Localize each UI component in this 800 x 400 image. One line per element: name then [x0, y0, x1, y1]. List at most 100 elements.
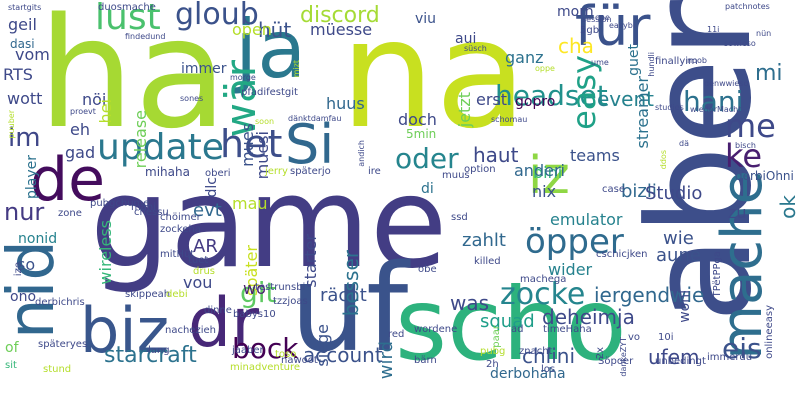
word-122: zockeha [160, 224, 201, 235]
word-97: dasi [10, 37, 35, 51]
word-29: eis [722, 332, 762, 365]
word-127: oberi [205, 168, 231, 179]
word-145: 10i [658, 332, 674, 343]
word-164: tuet [188, 255, 209, 266]
word-133: case [602, 184, 625, 195]
word-77: streamer [633, 76, 652, 149]
word-159: toso [275, 349, 297, 360]
word-176: sones [180, 94, 204, 103]
word-119: nachezieh [165, 325, 216, 336]
word-169: startgits [8, 3, 42, 12]
word-154: pubg [480, 346, 506, 357]
word-120: skippeah [125, 289, 171, 300]
word-14: Si [285, 113, 335, 176]
word-76: jetzt [455, 92, 474, 128]
word-53: derbohaha [490, 366, 566, 382]
word-192: süsch [464, 44, 487, 53]
word-138: machega [520, 274, 567, 285]
word-128: jerry [265, 166, 288, 177]
word-41: cha [558, 34, 594, 58]
word-68: anderi [514, 161, 565, 180]
word-113: stund [43, 364, 72, 375]
word-147: immerdu [707, 352, 753, 363]
word-27: me [725, 107, 776, 145]
word-24: headset [495, 79, 608, 112]
word-65: evt [193, 200, 222, 221]
word-10: biz [80, 294, 170, 367]
word-142: wordene [414, 324, 458, 335]
word-186: studies [655, 103, 684, 112]
word-124: chessu [134, 207, 169, 218]
word-110: derbiOhni [735, 169, 794, 183]
word-52: chlini [522, 344, 576, 368]
word-78: erst [476, 90, 508, 109]
word-61: wird [376, 341, 397, 380]
word-45: iergendwie [594, 283, 705, 307]
word-86: viu [415, 11, 437, 27]
word-172: morge [230, 73, 256, 82]
word-170: duosmache [98, 2, 156, 13]
word-111: finallyim [655, 56, 698, 67]
word-69: nix [532, 182, 557, 201]
word-158: jaaber [232, 345, 264, 356]
word-72: zu [728, 203, 747, 222]
word-125: mani [131, 202, 156, 213]
word-31: im [8, 123, 41, 153]
word-30: hani [683, 85, 744, 118]
word-89: open [232, 20, 272, 39]
word-6: scho [395, 266, 627, 383]
word-5: uf [290, 240, 409, 379]
word-185: bisch [735, 141, 756, 150]
word-54: zahlt [462, 230, 506, 251]
word-166: ize [13, 262, 24, 277]
word-153: znacht [519, 346, 553, 357]
word-146: vo [628, 332, 641, 343]
word-35: account [303, 343, 383, 367]
word-196: easybi [609, 21, 636, 30]
word-187: denwwieso [704, 79, 749, 88]
word-117: babys10 [233, 309, 276, 320]
word-191: oppe [535, 64, 555, 73]
word-34: starcraft [104, 343, 197, 368]
word-148: onlineeasy [764, 305, 775, 359]
word-155: 2h [486, 359, 499, 370]
word-180: schomau [491, 115, 528, 124]
word-11: dr [188, 284, 260, 363]
word-37: mi [755, 61, 783, 86]
word-100: gad [65, 143, 96, 162]
word-62: vou [183, 273, 213, 292]
word-200: sowieso [724, 39, 756, 48]
word-173: pfadifestgit [241, 87, 298, 98]
word-157: red [388, 329, 405, 340]
word-70: di [421, 181, 434, 197]
word-32: git [240, 276, 277, 309]
word-95: vom [15, 45, 50, 64]
word-21: zocke [500, 277, 586, 312]
word-174: mizt [292, 60, 301, 78]
word-50: deheimja [542, 305, 635, 329]
word-3: na [340, 0, 527, 162]
word-87: morn [557, 4, 594, 20]
word-74: doch [398, 110, 437, 129]
word-197: patchnotes [725, 2, 770, 11]
word-132: muus [442, 170, 470, 181]
word-175: dänktdamfau [288, 114, 342, 123]
word-141: paar [491, 325, 502, 348]
word-129: späterjo [290, 166, 331, 177]
word-163: drus [193, 266, 216, 277]
word-55: wie [663, 228, 694, 249]
word-33: discord [300, 3, 380, 28]
word-143: ad [511, 324, 524, 335]
word-181: andich [357, 140, 366, 167]
word-44: Studio [645, 183, 703, 204]
word-58: besser [339, 250, 363, 317]
word-73: teams [570, 146, 620, 165]
word-135: killed [474, 256, 501, 267]
word-57: wider [548, 260, 593, 279]
word-188: noob [687, 56, 707, 65]
word-167: dankeZYT [619, 337, 628, 377]
word-123: chöimer [160, 212, 201, 223]
word-80: ganz [505, 48, 544, 67]
word-8: ja [235, 3, 307, 96]
